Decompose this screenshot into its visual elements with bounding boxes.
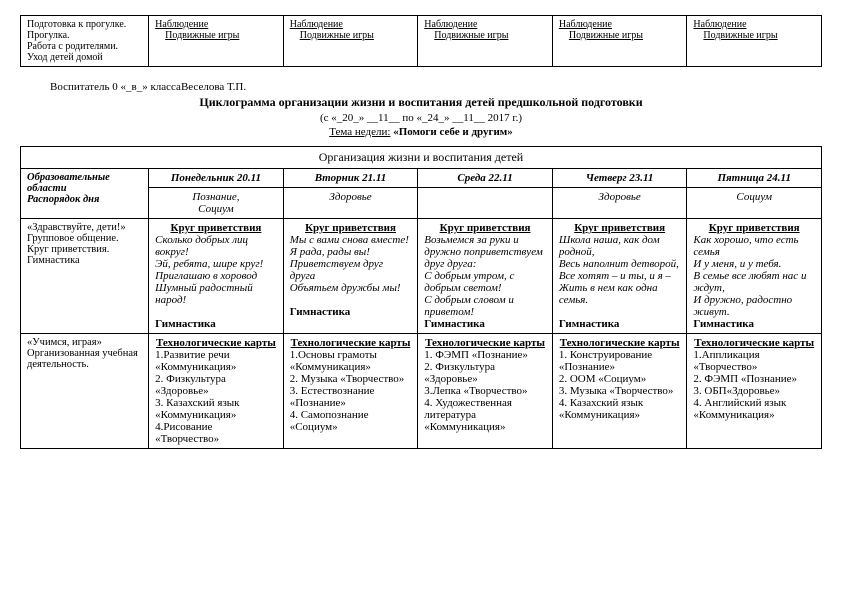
focus-thu: Здоровье	[552, 188, 687, 219]
row1-wed: Круг приветствияВозьмемся за руки и друж…	[418, 219, 553, 334]
row1-thu: Круг приветствияШкола наша, как дом родн…	[552, 219, 687, 334]
obs-fri: НаблюдениеПодвижные игры	[687, 16, 822, 67]
header-block: Воспитатель 0 «_в_» классаВеселова Т.П. …	[20, 81, 822, 138]
row1-fri: Круг приветствияКак хорошо, что есть сем…	[687, 219, 822, 334]
row2-label: «Учимся, играя»Организованная учебная де…	[21, 334, 149, 449]
day-thu: Четверг 23.11	[552, 169, 687, 188]
prep-col0: Подготовка к прогулке.Прогулка.Работа с …	[21, 16, 149, 67]
prep-table: Подготовка к прогулке.Прогулка.Работа с …	[20, 15, 822, 67]
row2-wed: Технологические карты1. ФЭМП «Познание»2…	[418, 334, 553, 449]
obs-wed: НаблюдениеПодвижные игры	[418, 16, 553, 67]
teacher-line: Воспитатель 0 «_в_» классаВеселова Т.П.	[50, 81, 822, 93]
day-wed: Среда 22.11	[418, 169, 553, 188]
row2-fri: Технологические карты1.Аппликация «Творч…	[687, 334, 822, 449]
obs-thu: НаблюдениеПодвижные игры	[552, 16, 687, 67]
date-line: (с «_20_» __11__ по «_24_» __11__ 2017 г…	[20, 112, 822, 124]
focus-fri: Социум	[687, 188, 822, 219]
week-theme: Тема недели: «Помоги себе и другим»	[20, 126, 822, 138]
day-tue: Вторник 21.11	[283, 169, 418, 188]
org-header: Организация жизни и воспитания детей	[21, 147, 822, 169]
day-mon: Понедельник 20.11	[149, 169, 284, 188]
obs-mon: НаблюдениеПодвижные игры	[149, 16, 284, 67]
schedule-table: Организация жизни и воспитания детей Обр…	[20, 146, 822, 449]
focus-mon: Познание,Социум	[149, 188, 284, 219]
col-edu-areas: Образовательные областиРаспорядок дня	[21, 169, 149, 219]
day-fri: Пятница 24.11	[687, 169, 822, 188]
focus-wed	[418, 188, 553, 219]
row1-mon: Круг приветствияСколько добрых лиц вокру…	[149, 219, 284, 334]
row1-tue: Круг приветствияМы с вами снова вместе!Я…	[283, 219, 418, 334]
focus-tue: Здоровье	[283, 188, 418, 219]
row2-tue: Технологические карты1.Основы грамоты «К…	[283, 334, 418, 449]
obs-tue: НаблюдениеПодвижные игры	[283, 16, 418, 67]
row2-mon: Технологические карты1.Развитие речи «Ко…	[149, 334, 284, 449]
main-title: Циклограмма организации жизни и воспитан…	[20, 95, 822, 110]
row2-thu: Технологические карты1. Конструирование …	[552, 334, 687, 449]
row1-label: «Здравствуйте, дети!»Групповое общение.К…	[21, 219, 149, 334]
